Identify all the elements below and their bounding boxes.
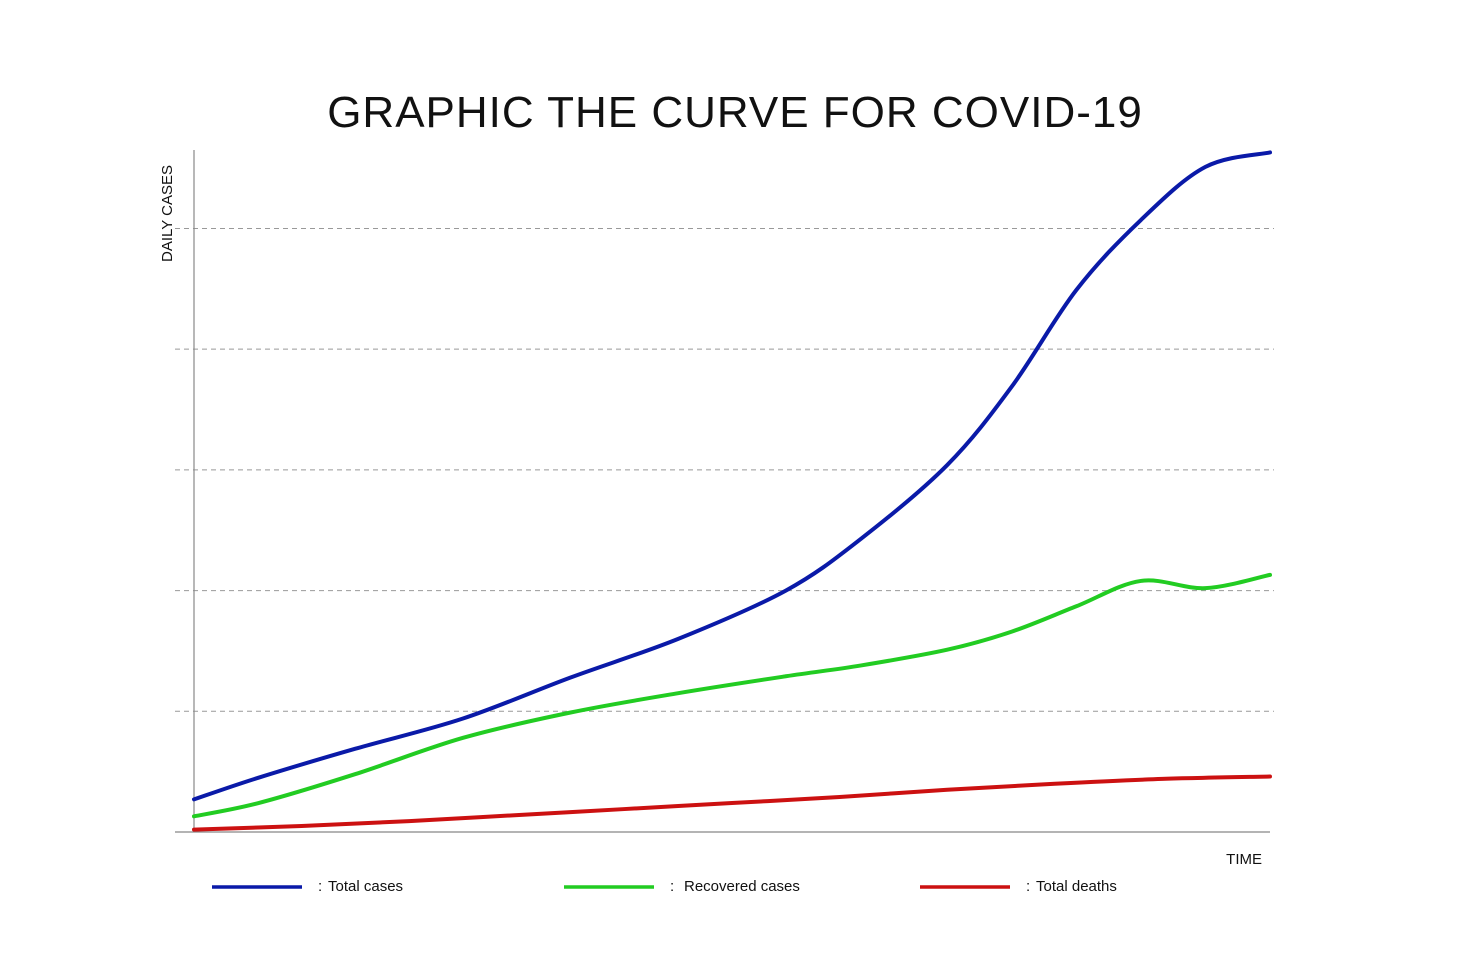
series-line-total-deaths [192, 774, 1272, 832]
legend: : Total cases: Recovered cases: Total death… [212, 878, 1117, 895]
legend-label-total-cases: Total cases [328, 878, 403, 895]
y-axis-label: DAILY CASES [159, 165, 176, 262]
legend-separator: : [318, 878, 322, 895]
chart-title: GRAPHIC THE CURVE FOR COVID-19 [327, 88, 1143, 137]
series-line-recovered-cases [192, 572, 1272, 819]
x-axis-label: TIME [1226, 851, 1262, 868]
legend-separator: : [670, 878, 674, 895]
legend-label-recovered-cases: Recovered cases [684, 878, 800, 895]
legend-label-total-deaths: Total deaths [1036, 878, 1117, 895]
legend-separator: : [1026, 878, 1030, 895]
gridlines [175, 227, 1274, 712]
series-line-total-cases [192, 150, 1272, 802]
series-lines [192, 150, 1272, 832]
